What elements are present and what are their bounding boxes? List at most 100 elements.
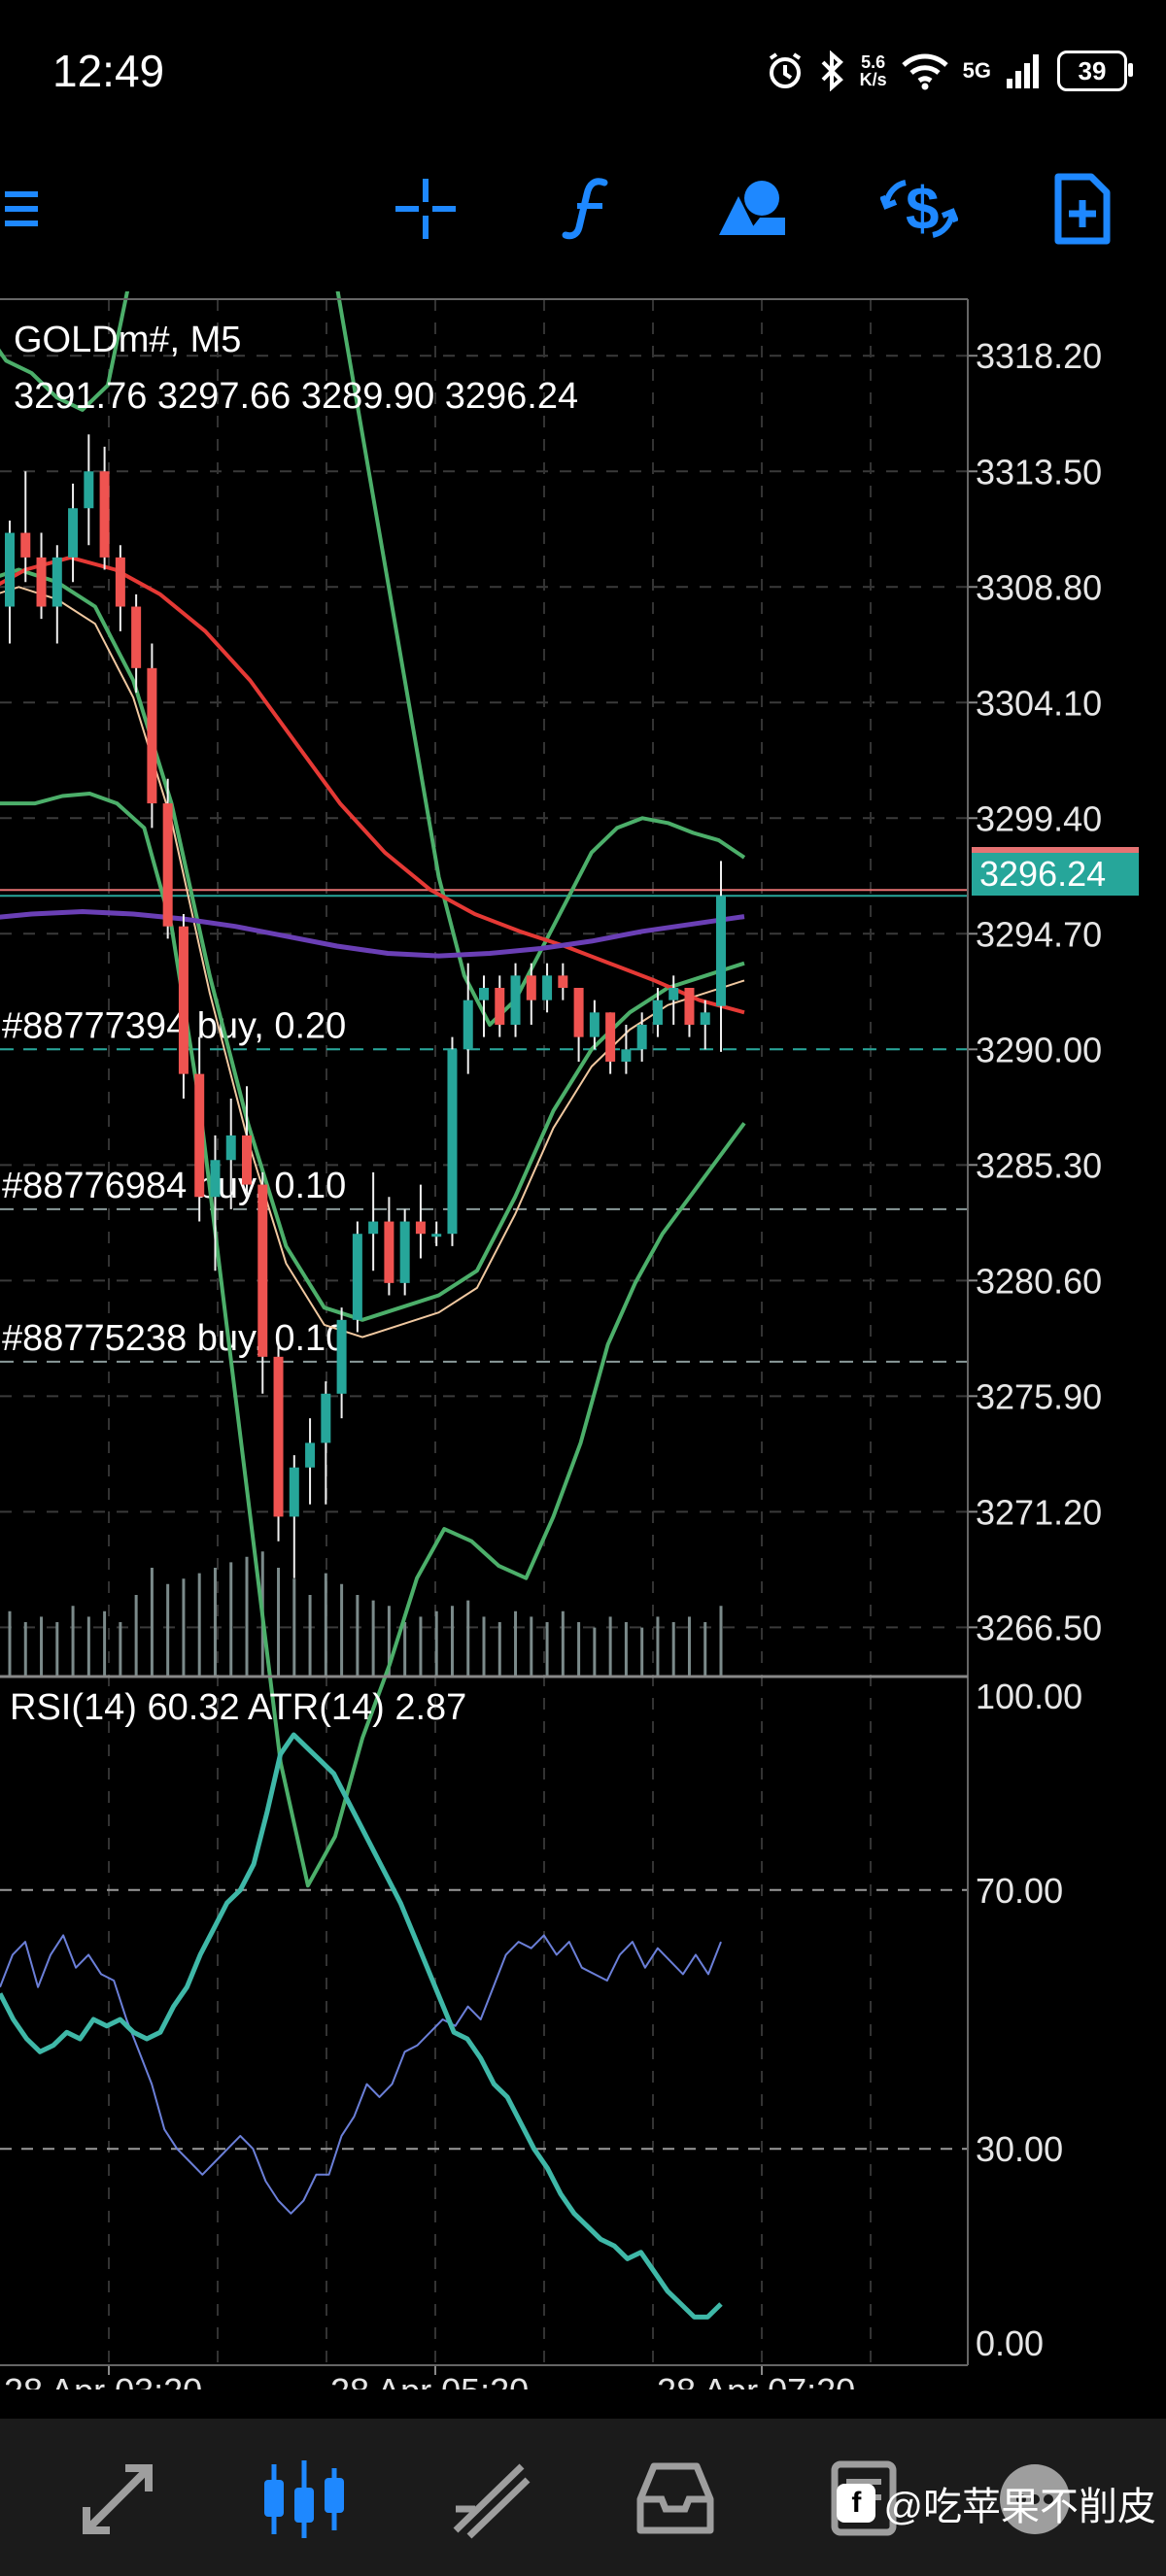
current-price-label: 3296.24 <box>979 854 1106 894</box>
watermark: f @吃苹果不削皮 <box>837 2475 1156 2531</box>
candle-body <box>257 1184 268 1357</box>
svg-text:$: $ <box>906 176 939 243</box>
candle-body <box>479 988 489 1000</box>
price-tick-label: 3308.80 <box>976 567 1102 607</box>
watermark-logo: f <box>837 2484 876 2523</box>
new-order-icon[interactable] <box>1044 170 1121 248</box>
ma-purple <box>0 909 745 959</box>
bollinger-lower <box>0 792 746 1888</box>
rsi-line <box>0 1934 722 2215</box>
candle-body <box>463 1000 473 1050</box>
candle-body <box>194 1073 205 1198</box>
candle-body <box>589 1012 600 1037</box>
rsi-level-label: 30.00 <box>976 2129 1063 2169</box>
quotes-icon[interactable] <box>74 2456 161 2543</box>
ma-thin <box>0 586 745 1339</box>
candle-body <box>68 508 79 558</box>
candle-body <box>495 988 505 1025</box>
price-tick-label: 3266.50 <box>976 1608 1102 1647</box>
candle-body <box>162 803 173 927</box>
candle-body <box>352 1234 362 1320</box>
chart-toolbar: $ <box>0 155 1166 262</box>
candle-body <box>131 606 142 668</box>
candle-body <box>399 1221 410 1283</box>
atr-line <box>0 1732 723 2320</box>
candle-body <box>573 988 584 1037</box>
current-price-badge-top <box>972 847 1139 853</box>
watermark-text: @吃苹果不削皮 <box>883 2486 1156 2528</box>
net-speed: 5.6 K/s <box>860 53 887 88</box>
price-chart[interactable]: #88777394 buy, 0.20 #88776984 buy, 0.10 #8… <box>0 291 1166 2390</box>
indicator-lines <box>0 291 746 1888</box>
candle-body <box>84 471 94 509</box>
candle-body <box>636 1024 647 1050</box>
candle-body <box>542 975 553 1000</box>
price-tick-label: 3271.20 <box>976 1492 1102 1532</box>
rsi-level-label: 100.00 <box>976 1677 1082 1716</box>
price-axis: 3318.20 3313.50 3308.80 3304.10 3299.40 3294.… <box>968 336 1102 1647</box>
grid <box>0 299 968 2365</box>
order-label: #88777394 buy, 0.20 <box>2 1005 346 1046</box>
candle-body <box>447 1049 458 1235</box>
volume-bars <box>8 1551 723 1677</box>
status-bar: 12:49 5.6 K/s 5G 39 <box>0 0 1166 146</box>
status-time: 12:49 <box>52 46 165 96</box>
history-icon[interactable] <box>632 2456 719 2543</box>
battery-level: 39 <box>1078 55 1107 85</box>
menu-icon[interactable] <box>0 170 68 248</box>
candle-body <box>321 1393 331 1443</box>
candle-body <box>415 1221 426 1235</box>
alarm-icon <box>769 52 801 88</box>
candle-body <box>51 557 62 607</box>
current-price-badge <box>972 851 1139 896</box>
rsi-level-label: 0.00 <box>976 2323 1044 2363</box>
crosshair-icon[interactable] <box>387 170 464 248</box>
candle-body <box>684 988 695 1025</box>
candle-body <box>147 667 157 804</box>
rsi-level-label: 70.00 <box>976 1871 1063 1911</box>
candle-body <box>289 1467 299 1517</box>
candle-body <box>210 1160 221 1198</box>
candle-body <box>5 532 15 607</box>
price-tick-label: 3280.60 <box>976 1261 1102 1301</box>
candle-body <box>225 1135 236 1161</box>
wifi-icon <box>901 53 948 90</box>
ma-red <box>0 555 745 1015</box>
candle-body <box>242 1135 252 1185</box>
candle-body <box>305 1442 316 1468</box>
trade-nav-icon[interactable] <box>447 2456 534 2543</box>
candle-body <box>716 896 726 1006</box>
candle-body <box>510 975 521 1025</box>
candle-body <box>99 471 110 558</box>
objects-icon[interactable] <box>713 170 791 248</box>
time-axis: 28 Apr 03:20 28 Apr 05:20 28 Apr 07:20 <box>4 2365 855 2390</box>
net-speed-value: 5.6 <box>861 52 886 72</box>
chart-icon[interactable] <box>260 2456 348 2543</box>
candle-body <box>526 975 536 1000</box>
indicators-icon[interactable] <box>550 170 628 248</box>
candle-body <box>368 1221 379 1235</box>
rsi-panel: 100.00 70.00 30.00 0.00 <box>0 1677 1082 2363</box>
candles <box>5 434 726 1578</box>
candle-body <box>700 1012 710 1025</box>
candle-body <box>558 975 568 988</box>
settings-icon[interactable] <box>991 2456 1079 2543</box>
trade-icon[interactable]: $ <box>880 170 958 248</box>
candle-body <box>178 926 189 1074</box>
candle-body <box>20 532 31 558</box>
bollinger-upper <box>0 291 746 1027</box>
time-tick-label: 28 Apr 07:20 <box>657 2371 855 2390</box>
signal-icon <box>1007 54 1039 88</box>
network-type: 5G <box>962 58 991 83</box>
candle-body <box>115 557 125 607</box>
price-tick-label: 3275.90 <box>976 1376 1102 1416</box>
price-tick-label: 3290.00 <box>976 1030 1102 1069</box>
candle-body <box>605 1012 616 1062</box>
bollinger-middle <box>0 567 745 1322</box>
price-tick-label: 3299.40 <box>976 798 1102 838</box>
candle-body <box>273 1356 284 1517</box>
price-tick-label: 3318.20 <box>976 336 1102 376</box>
status-icons: 5.6 K/s 5G 39 <box>765 51 1133 91</box>
battery-icon: 39 <box>1057 51 1133 91</box>
bluetooth-icon <box>821 51 843 91</box>
